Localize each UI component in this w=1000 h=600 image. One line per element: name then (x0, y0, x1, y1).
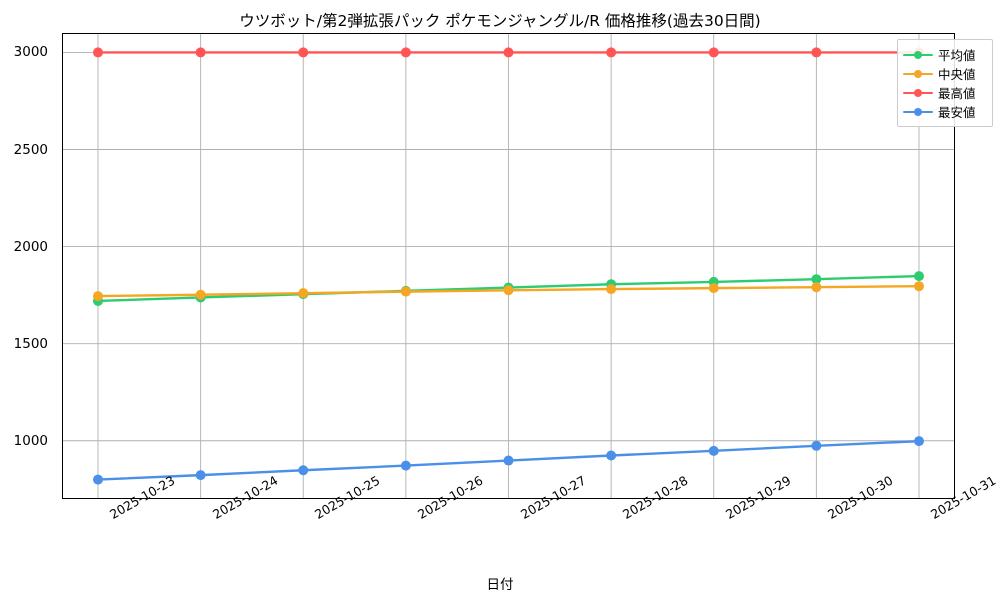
y-tick-label: 2000 (13, 238, 48, 255)
x-tick-label: 2025-10-31 (928, 472, 999, 522)
legend-label: 中央値 (938, 67, 976, 82)
series-layer (93, 47, 924, 485)
x-tick-label: 2025-10-25 (312, 473, 382, 522)
data-point-marker (503, 285, 514, 296)
chart-title: ウツボット/第2弾拡張パック ポケモンジャングル/R 価格推移(過去30日間) (239, 12, 761, 30)
data-point-marker (606, 47, 617, 58)
data-point-marker (606, 284, 617, 295)
x-axis-label: 日付 (486, 577, 514, 593)
x-tick-label: 2025-10-27 (518, 473, 588, 522)
x-tick-label: 2025-10-26 (415, 473, 485, 522)
data-point-marker (93, 291, 103, 302)
data-point-marker (811, 440, 822, 451)
data-point-marker (400, 460, 411, 471)
legend-item-4[interactable]: 最安値 (903, 102, 986, 121)
legend-swatch-icon (903, 48, 933, 62)
y-tick-label: 1500 (13, 335, 48, 352)
data-point-marker (93, 474, 103, 485)
data-point-marker (503, 47, 514, 58)
chart-legend: 平均値中央値最高値最安値 (897, 39, 993, 127)
legend-label: 最高値 (938, 86, 976, 101)
data-point-marker (811, 274, 822, 285)
data-point-marker (914, 436, 924, 447)
y-tick-label: 1000 (13, 432, 48, 449)
x-tick-label: 2025-10-24 (210, 473, 280, 522)
legend-item-1[interactable]: 平均値 (903, 45, 986, 64)
data-point-marker (708, 445, 719, 456)
data-point-marker (195, 289, 206, 300)
data-point-marker (298, 47, 309, 58)
x-tick-label: 2025-10-23 (107, 473, 177, 522)
legend-swatch-icon (903, 67, 933, 81)
data-point-marker (811, 282, 822, 293)
data-point-marker (503, 455, 514, 466)
x-tick-label: 2025-10-29 (723, 473, 793, 522)
plot-svg (62, 33, 955, 499)
data-point-marker (298, 465, 309, 476)
data-point-marker (298, 288, 309, 299)
data-point-marker (400, 286, 411, 297)
legend-label: 最安値 (938, 105, 976, 120)
legend-item-3[interactable]: 最高値 (903, 83, 986, 102)
data-point-marker (195, 47, 206, 58)
data-point-marker (606, 450, 617, 461)
data-point-marker (708, 283, 719, 294)
legend-item-2[interactable]: 中央値 (903, 64, 986, 83)
x-tick-label: 2025-10-28 (620, 473, 690, 522)
x-tick-label: 2025-10-30 (825, 473, 895, 522)
plot-area (62, 33, 955, 499)
data-point-marker (400, 47, 411, 58)
legend-label: 平均値 (938, 48, 976, 63)
y-tick-label: 3000 (13, 44, 48, 61)
data-point-marker (93, 47, 103, 58)
data-point-marker (914, 281, 924, 292)
data-point-marker (708, 47, 719, 58)
data-point-marker (914, 271, 924, 282)
y-tick-label: 2500 (13, 141, 48, 158)
legend-swatch-icon (903, 86, 933, 100)
data-point-marker (811, 47, 822, 58)
legend-swatch-icon (903, 105, 933, 119)
data-point-marker (195, 470, 206, 481)
